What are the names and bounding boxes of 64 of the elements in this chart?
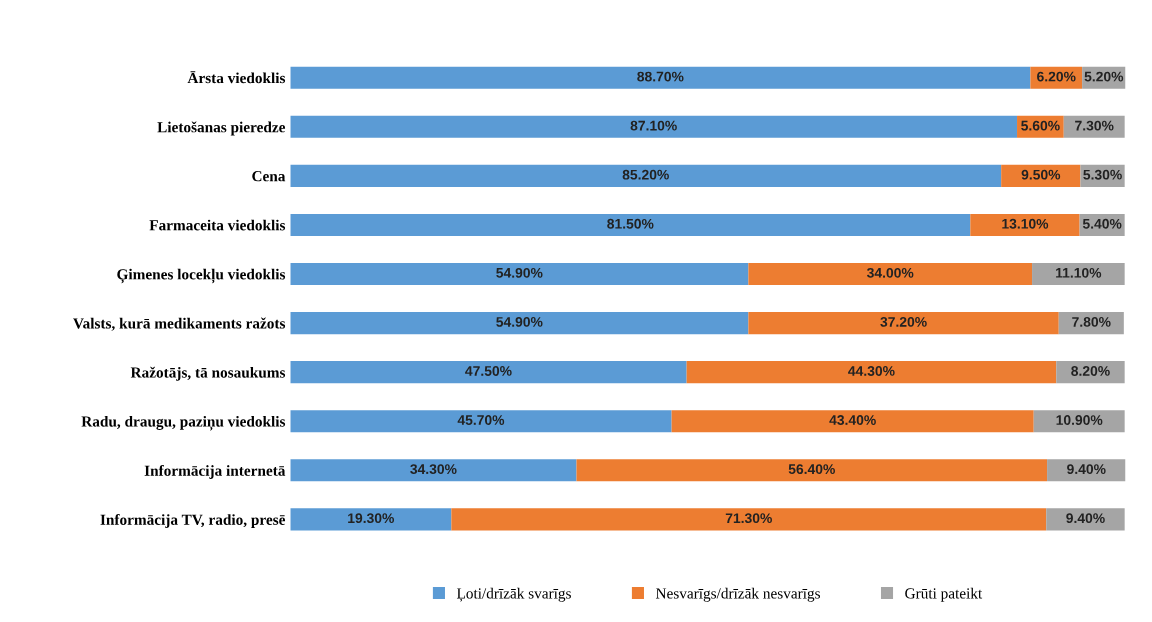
bar <box>290 213 971 236</box>
bar <box>290 410 672 433</box>
legend-label: Ļoti/drīzāk svarīgs <box>456 587 571 602</box>
y-tick-label: Valsts, kurā medikaments ražots <box>73 317 286 331</box>
y-tick-label: Ģimenes locekļu viedoklis <box>117 268 286 284</box>
data-label: 87.10% <box>630 120 677 131</box>
bar <box>1001 164 1081 187</box>
data-label: 10.90% <box>1056 415 1103 425</box>
data-label: 8.20% <box>1071 366 1110 376</box>
data-label: 81.50% <box>607 218 654 229</box>
bar <box>1033 410 1125 433</box>
bar <box>576 459 1048 482</box>
data-label: 88.70% <box>637 71 684 82</box>
bar <box>451 508 1047 531</box>
y-tick-label: Informācija internetā <box>144 464 286 479</box>
data-label: 6.20% <box>1037 71 1076 82</box>
bar <box>290 66 1031 89</box>
y-tick-label: Farmaceita viedoklis <box>149 219 286 231</box>
bar <box>671 410 1034 433</box>
bar <box>290 508 452 531</box>
data-label: 9.40% <box>1066 513 1105 524</box>
data-label: 11.10% <box>1056 267 1102 278</box>
bar <box>290 164 1002 187</box>
bar <box>1046 508 1125 531</box>
data-label: 5.60% <box>1021 120 1060 131</box>
data-label: 5.20% <box>1084 71 1124 82</box>
data-label: 5.40% <box>1082 218 1122 229</box>
data-label: 56.40% <box>788 464 835 475</box>
data-label: 45.70% <box>457 415 505 425</box>
y-tick-label: Ārsta viedoklis <box>187 71 286 84</box>
bar <box>290 312 749 335</box>
data-label: 19.30% <box>348 513 395 524</box>
legend-label: Grūti pateikt <box>905 587 983 602</box>
y-tick-label: Lietošanas pieredze <box>157 121 286 136</box>
data-label: 71.30% <box>725 513 772 524</box>
bar <box>748 262 1033 286</box>
bar <box>748 312 1059 335</box>
data-label: 85.20% <box>622 169 669 180</box>
bar <box>686 361 1057 384</box>
data-label: 9.50% <box>1021 169 1061 180</box>
data-label: 7.80% <box>1072 316 1111 327</box>
y-tick-label: Informācija TV, radio, presē <box>100 513 286 528</box>
y-tick-label: Radu, draugu, paziņu viedoklis <box>81 415 286 431</box>
bar <box>290 115 1018 138</box>
data-label: 34.30% <box>410 464 457 475</box>
bar <box>290 262 749 286</box>
data-label: 54.90% <box>496 267 543 278</box>
bar <box>290 459 577 482</box>
data-label: 9.40% <box>1067 464 1106 475</box>
data-label: 43.40% <box>829 415 876 425</box>
data-label: 7.30% <box>1075 120 1114 131</box>
data-label: 44.30% <box>848 366 895 376</box>
bar <box>970 213 1080 236</box>
y-tick-label: Cena <box>252 171 286 182</box>
y-tick-label: Ražotājs, tā nosaukums <box>130 366 286 381</box>
data-label: 47.50% <box>465 366 512 376</box>
legend-label: Nesvarīgs/drīzāk nesvarīgs <box>655 587 820 602</box>
data-label: 13.10% <box>1002 218 1049 229</box>
bar <box>1032 262 1125 286</box>
data-label: 5.30% <box>1083 169 1122 180</box>
data-label: 37.20% <box>880 316 927 327</box>
bar <box>290 361 687 384</box>
data-label: 54.90% <box>496 316 543 327</box>
data-label: 34.00% <box>866 267 914 278</box>
